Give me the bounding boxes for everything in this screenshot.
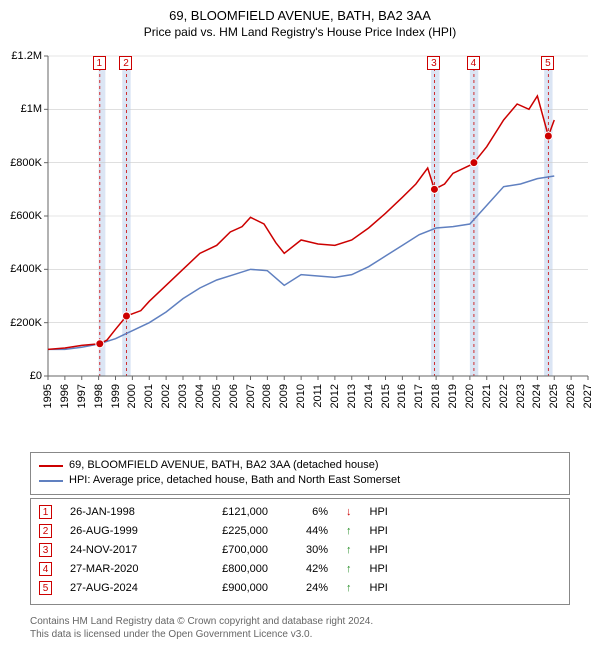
sale-row: 2 26-AUG-1999 £225,000 44% ↑ HPI [39, 524, 561, 538]
x-axis-label: 2016 [396, 384, 408, 408]
sale-price: £121,000 [188, 506, 268, 518]
sale-suffix: HPI [370, 563, 388, 575]
chart-marker: 1 [93, 56, 106, 70]
x-axis-label: 2014 [363, 384, 375, 408]
sale-suffix: HPI [370, 525, 388, 537]
x-axis-label: 2001 [143, 384, 155, 408]
x-axis-label: 1995 [42, 384, 54, 408]
sale-suffix: HPI [370, 506, 388, 518]
x-axis-label: 2005 [211, 384, 223, 408]
x-axis-label: 2027 [582, 384, 594, 408]
sale-date: 27-MAR-2020 [70, 563, 170, 575]
footer-line: This data is licensed under the Open Gov… [30, 628, 570, 641]
x-axis-label: 1996 [59, 384, 71, 408]
sale-suffix: HPI [370, 544, 388, 556]
sale-pct: 24% [286, 582, 328, 594]
sale-price: £900,000 [188, 582, 268, 594]
x-axis-label: 2017 [413, 384, 425, 408]
sale-arrow: ↑ [346, 544, 352, 556]
sale-marker: 1 [39, 505, 52, 519]
sale-pct: 42% [286, 563, 328, 575]
sale-price: £700,000 [188, 544, 268, 556]
x-axis-label: 2025 [548, 384, 560, 408]
sale-pct: 44% [286, 525, 328, 537]
sale-row: 5 27-AUG-2024 £900,000 24% ↑ HPI [39, 581, 561, 595]
sale-arrow: ↓ [346, 506, 352, 518]
x-axis-label: 2000 [126, 384, 138, 408]
sale-date: 26-AUG-1999 [70, 525, 170, 537]
chart-title: 69, BLOOMFIELD AVENUE, BATH, BA2 3AA [0, 8, 600, 23]
y-axis-label: £600K [0, 210, 42, 222]
sale-pct: 30% [286, 544, 328, 556]
sale-arrow: ↑ [346, 563, 352, 575]
x-axis-label: 2021 [481, 384, 493, 408]
chart-marker: 4 [467, 56, 480, 70]
x-axis-label: 2009 [278, 384, 290, 408]
x-axis-label: 2024 [531, 384, 543, 408]
x-axis-label: 2019 [447, 384, 459, 408]
x-axis-label: 2010 [295, 384, 307, 408]
legend-item: 69, BLOOMFIELD AVENUE, BATH, BA2 3AA (de… [39, 458, 561, 473]
chart-marker: 2 [119, 56, 132, 70]
x-axis-label: 2018 [430, 384, 442, 408]
chart-subtitle: Price paid vs. HM Land Registry's House … [0, 25, 600, 39]
sale-marker: 4 [39, 562, 52, 576]
x-axis-label: 2022 [498, 384, 510, 408]
x-axis-label: 2012 [329, 384, 341, 408]
x-axis-label: 2004 [194, 384, 206, 408]
sale-date: 27-AUG-2024 [70, 582, 170, 594]
y-axis-label: £200K [0, 317, 42, 329]
x-axis-label: 1997 [76, 384, 88, 408]
sale-suffix: HPI [370, 582, 388, 594]
footer-line: Contains HM Land Registry data © Crown c… [30, 615, 570, 628]
chart-marker: 5 [541, 56, 554, 70]
sales-table: 1 26-JAN-1998 £121,000 6% ↓ HPI 2 26-AUG-1999 £2… [30, 498, 570, 605]
sale-row: 3 24-NOV-2017 £700,000 30% ↑ HPI [39, 543, 561, 557]
x-axis-label: 2011 [312, 384, 324, 408]
x-axis-label: 1998 [93, 384, 105, 408]
x-axis-label: 1999 [110, 384, 122, 408]
sale-price: £225,000 [188, 525, 268, 537]
sale-pct: 6% [286, 506, 328, 518]
x-axis-label: 2015 [380, 384, 392, 408]
sale-marker: 3 [39, 543, 52, 557]
x-axis-label: 2006 [228, 384, 240, 408]
x-axis-label: 2013 [346, 384, 358, 408]
y-axis-label: £0 [0, 370, 42, 382]
legend-item: HPI: Average price, detached house, Bath… [39, 473, 561, 488]
y-axis-label: £400K [0, 263, 42, 275]
sale-row: 1 26-JAN-1998 £121,000 6% ↓ HPI [39, 505, 561, 519]
y-axis-label: £1M [0, 103, 42, 115]
sale-date: 26-JAN-1998 [70, 506, 170, 518]
y-axis-label: £1.2M [0, 50, 42, 62]
sale-marker: 5 [39, 581, 52, 595]
chart-svg [0, 48, 600, 433]
sale-row: 4 27-MAR-2020 £800,000 42% ↑ HPI [39, 562, 561, 576]
sale-marker: 2 [39, 524, 52, 538]
x-axis-label: 2023 [515, 384, 527, 408]
sale-date: 24-NOV-2017 [70, 544, 170, 556]
x-axis-label: 2002 [160, 384, 172, 408]
chart-area: £0 £200K £400K £600K £800K £1M £1.2M 1995 1996 19… [0, 48, 600, 433]
legend-swatch [39, 480, 63, 482]
legend-swatch [39, 465, 63, 467]
legend-label: HPI: Average price, detached house, Bath… [69, 473, 400, 488]
y-axis-label: £800K [0, 157, 42, 169]
x-axis-label: 2020 [464, 384, 476, 408]
x-axis-label: 2008 [261, 384, 273, 408]
sale-arrow: ↑ [346, 582, 352, 594]
legend: 69, BLOOMFIELD AVENUE, BATH, BA2 3AA (de… [30, 452, 570, 495]
x-axis-label: 2003 [177, 384, 189, 408]
x-axis-label: 2007 [245, 384, 257, 408]
sale-arrow: ↑ [346, 525, 352, 537]
x-axis-label: 2026 [565, 384, 577, 408]
footer: Contains HM Land Registry data © Crown c… [30, 615, 570, 641]
legend-label: 69, BLOOMFIELD AVENUE, BATH, BA2 3AA (de… [69, 458, 379, 473]
chart-marker: 3 [427, 56, 440, 70]
sale-price: £800,000 [188, 563, 268, 575]
